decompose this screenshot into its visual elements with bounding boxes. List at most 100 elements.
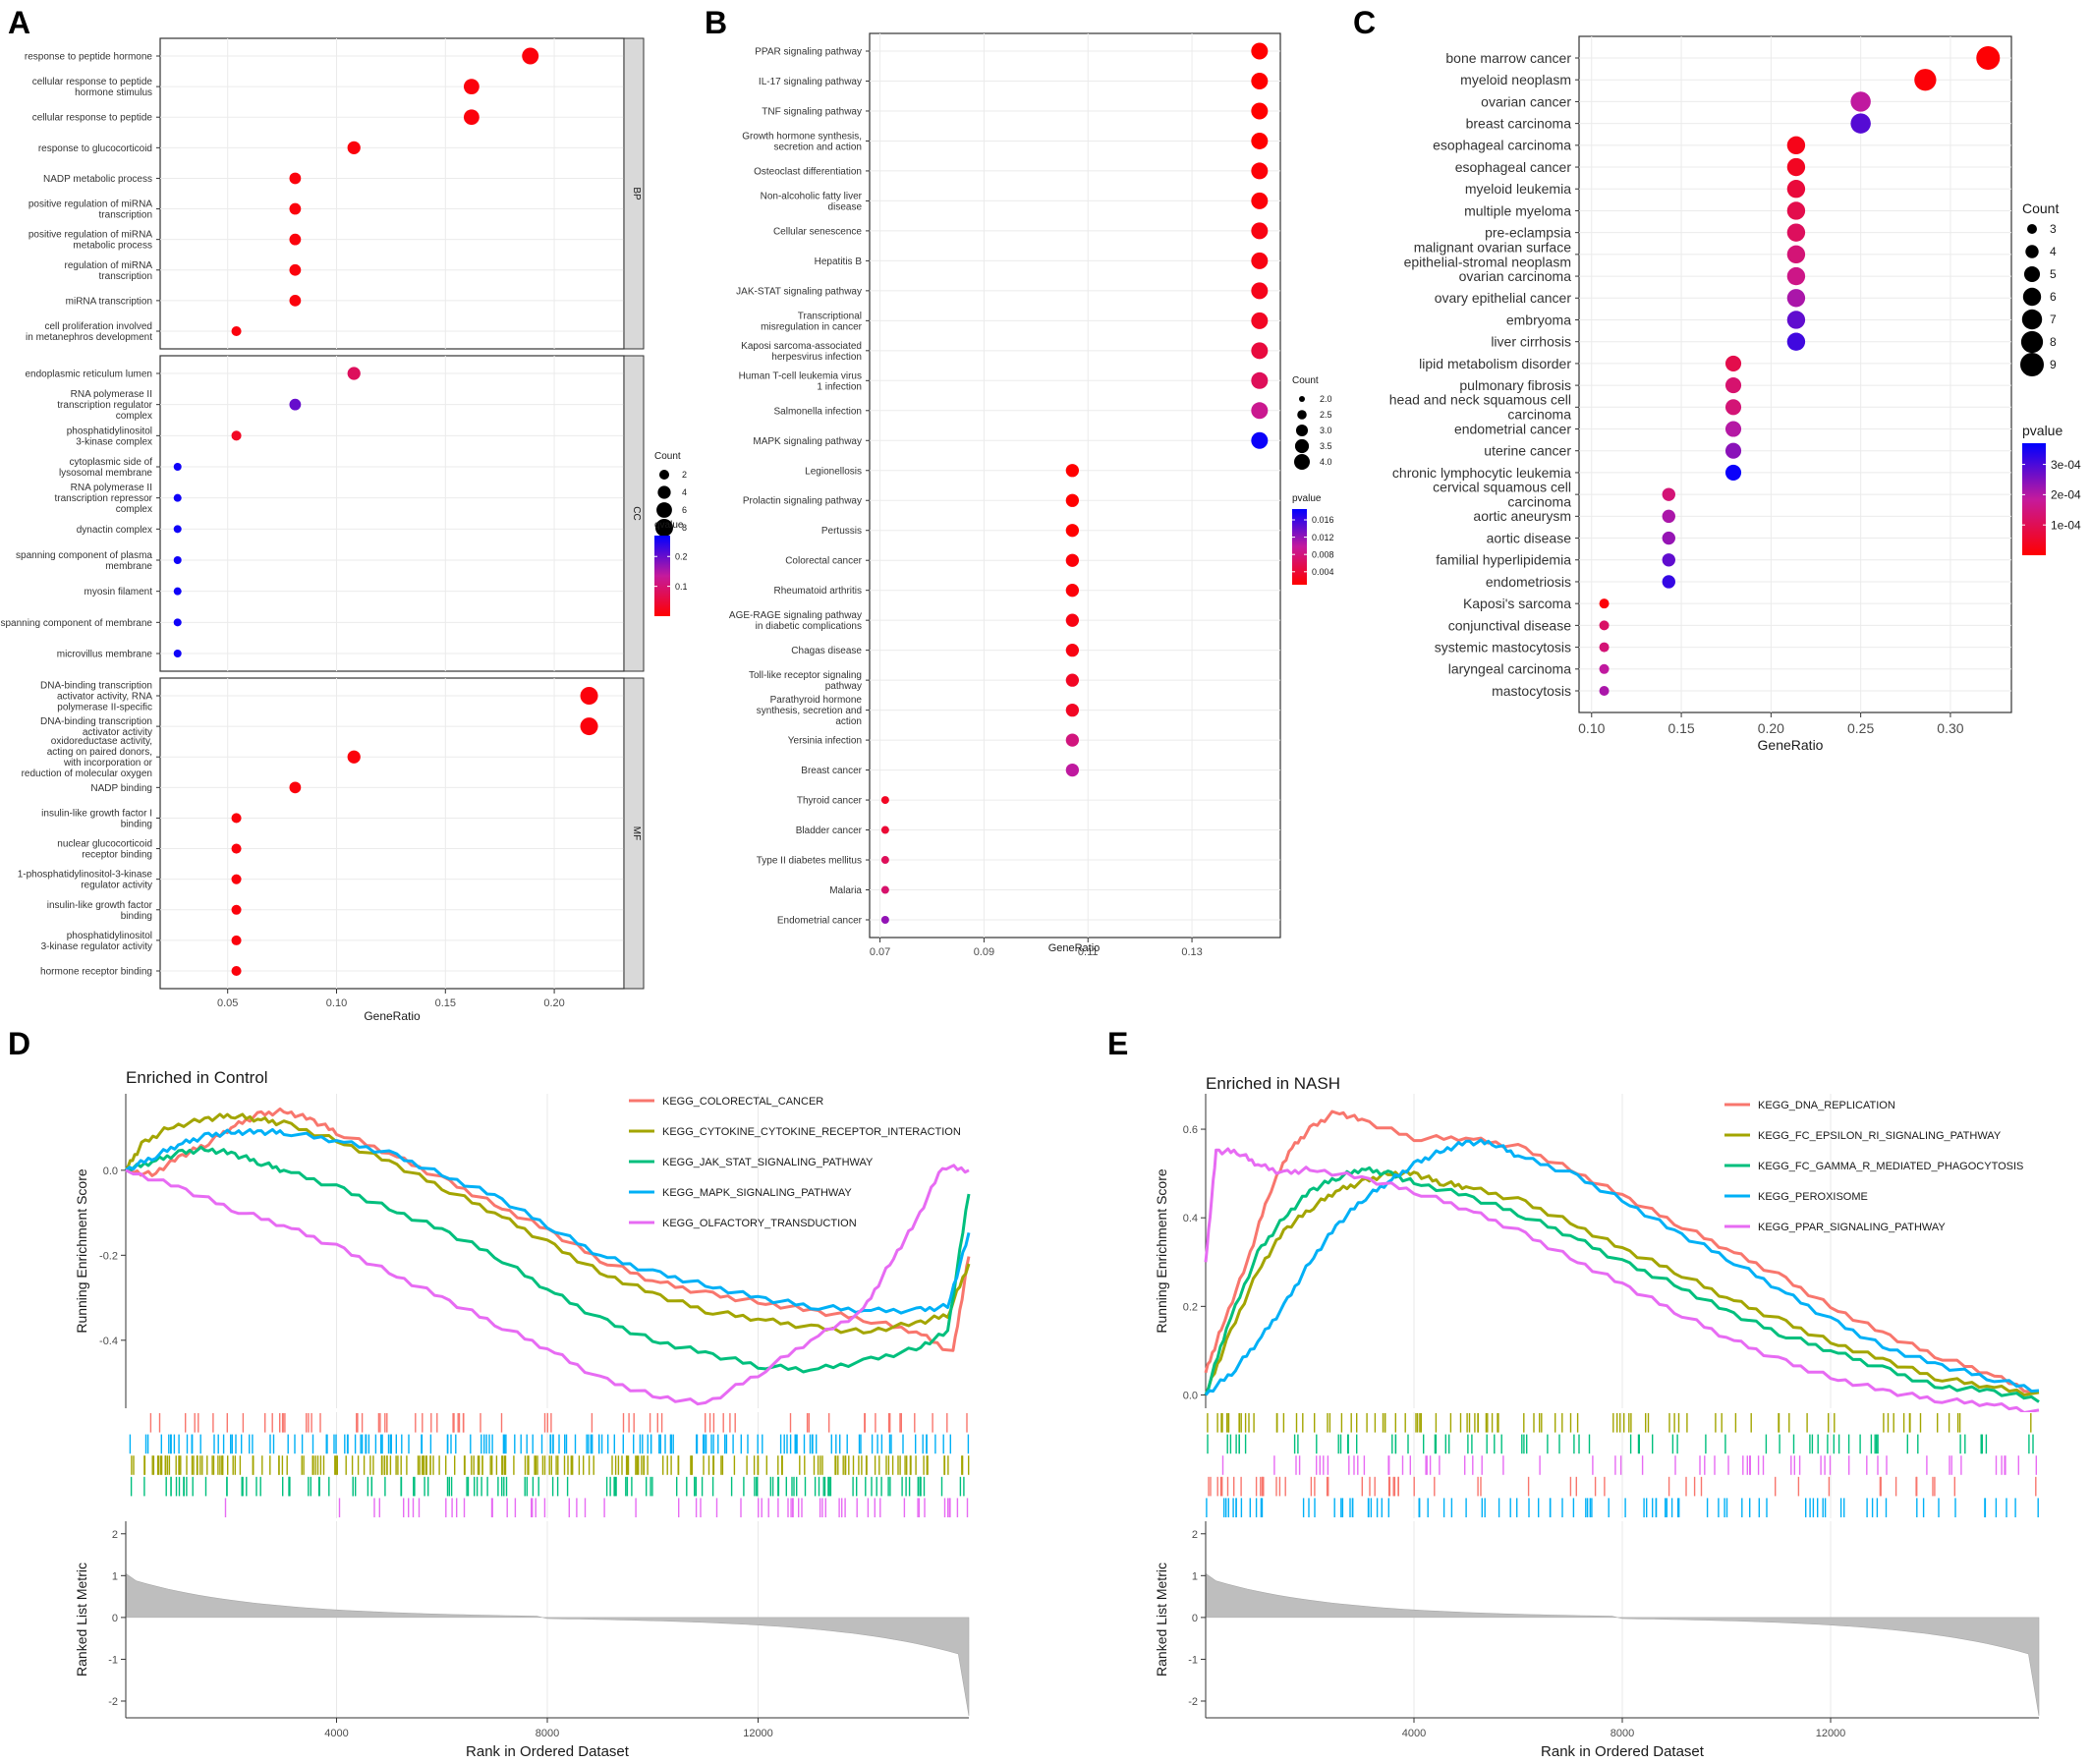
size-legend-label: 4.0 (1320, 457, 1332, 467)
y-tick-label: -2 (108, 1696, 118, 1708)
term-label: Breast cancer (801, 766, 862, 776)
data-point (289, 202, 302, 215)
term-label: cervical squamous cell (1433, 480, 1571, 495)
term-label: Parathyroid hormone (770, 695, 863, 706)
x-tick-label: 0.20 (543, 997, 564, 1009)
panel-d-gsea-control: Enriched in Control 0.0 -0.2 -0.4 Running En… (74, 1068, 971, 1760)
term-label: mastocytosis (1492, 683, 1571, 699)
term-label: with incorporation or (63, 758, 153, 768)
x-axis-title: GeneRatio (1758, 737, 1824, 753)
data-point (173, 650, 182, 657)
data-point (1065, 524, 1079, 538)
x-tick-label: 8000 (536, 1728, 559, 1739)
term-label: Growth hormone synthesis, (742, 131, 862, 142)
term-label: Pertussis (821, 526, 862, 537)
size-legend-label: 3 (2050, 222, 2057, 236)
data-point (1065, 644, 1079, 657)
size-legend-dot (2020, 330, 2044, 354)
data-point (1065, 673, 1079, 687)
term-label: carcinoma (1507, 494, 1571, 510)
data-point (231, 935, 242, 945)
data-point (1599, 686, 1610, 696)
term-label: spanning component of plasma (16, 550, 152, 561)
term-label: herpesvirus infection (771, 352, 862, 363)
data-point (1599, 598, 1610, 609)
metric-y-axis-title: Ranked List Metric (1154, 1563, 1169, 1677)
x-tick-label: 0.13 (1181, 946, 1202, 958)
data-point (1786, 311, 1806, 329)
term-label: cytoplasmic side of (70, 457, 153, 468)
data-point (1724, 464, 1742, 481)
term-label: head and neck squamous cell (1389, 392, 1571, 408)
term-label: transcription repressor (55, 493, 153, 504)
facet-strip-label: BP (631, 187, 642, 200)
term-label: Salmonella infection (774, 406, 863, 417)
size-legend-label: 5 (2050, 267, 2057, 281)
panel-letter-b: B (705, 5, 727, 40)
es-series-line (124, 1112, 971, 1335)
legend-label: KEGG_FC_GAMMA_R_MEDIATED_PHAGOCYTOSIS (1758, 1161, 2023, 1172)
data-point (1251, 342, 1269, 360)
data-point (1251, 42, 1269, 60)
y-tick-label: 0.4 (1183, 1213, 1198, 1224)
term-label: RNA polymerase II (71, 389, 152, 400)
term-label: myosin filament (85, 587, 153, 597)
x-tick-label: 0.05 (217, 997, 238, 1009)
data-point (231, 843, 242, 854)
term-label: liver cirrhosis (1491, 334, 1571, 350)
data-point (1786, 223, 1806, 242)
size-legend-dot (2021, 309, 2043, 330)
term-label: Kaposi sarcoma-associated (741, 341, 862, 352)
term-label: regulation of miRNA (65, 260, 153, 271)
term-label: myeloid leukemia (1465, 181, 1571, 197)
term-label: 1-phosphatidylinositol-3-kinase (18, 870, 153, 881)
ranked-metric-area (1205, 1572, 2040, 1716)
term-label: endoplasmic reticulum lumen (25, 370, 152, 380)
metric-y-axis-title: Ranked List Metric (74, 1563, 89, 1677)
es-series-line (1204, 1166, 2040, 1403)
size-legend-label: 8 (682, 523, 687, 533)
data-point (289, 398, 302, 411)
plot-area (869, 32, 1281, 939)
term-label: action (835, 716, 862, 727)
facet-strip (623, 355, 645, 672)
data-point (1251, 402, 1269, 420)
y-tick-label: -2 (1188, 1696, 1198, 1708)
es-series-line (125, 1127, 971, 1315)
term-label: Prolactin signaling pathway (743, 496, 862, 507)
data-point (1724, 399, 1742, 416)
term-label: familial hyperlipidemia (1436, 552, 1571, 568)
data-point (1724, 355, 1742, 371)
term-label: malignant ovarian surface (1414, 239, 1572, 255)
size-legend-dot (1299, 396, 1305, 402)
data-point (463, 109, 480, 126)
size-legend-dot (656, 502, 672, 518)
term-label: in diabetic complications (756, 621, 862, 632)
term-label: Toll-like receptor signaling (749, 670, 862, 681)
term-label: JAK-STAT signaling pathway (736, 286, 862, 297)
x-tick-label: 0.20 (1758, 720, 1784, 736)
es-series-line (1204, 1169, 2040, 1396)
color-legend-bar (2022, 443, 2046, 555)
term-label: response to glucocorticoid (38, 143, 152, 154)
data-point (289, 233, 302, 246)
term-label: 3-kinase complex (76, 436, 152, 447)
data-point (289, 781, 302, 794)
term-label: cellular response to peptide (32, 113, 153, 124)
y-tick-label: -1 (108, 1654, 118, 1666)
term-label: NADP metabolic process (43, 174, 152, 185)
facet-strip (623, 677, 645, 990)
y-tick-label: 1 (1192, 1570, 1198, 1582)
term-label: Chagas disease (791, 646, 862, 656)
term-label: Colorectal cancer (785, 556, 862, 567)
term-label: hormone stimulus (75, 87, 152, 98)
data-point (231, 874, 242, 884)
data-point (1662, 531, 1675, 545)
data-point (880, 825, 889, 834)
term-label: reduction of molecular oxygen (22, 768, 152, 779)
data-point (1251, 192, 1269, 209)
x-tick-label: 0.15 (1667, 720, 1694, 736)
data-point (1065, 464, 1079, 478)
data-point (1251, 222, 1269, 240)
